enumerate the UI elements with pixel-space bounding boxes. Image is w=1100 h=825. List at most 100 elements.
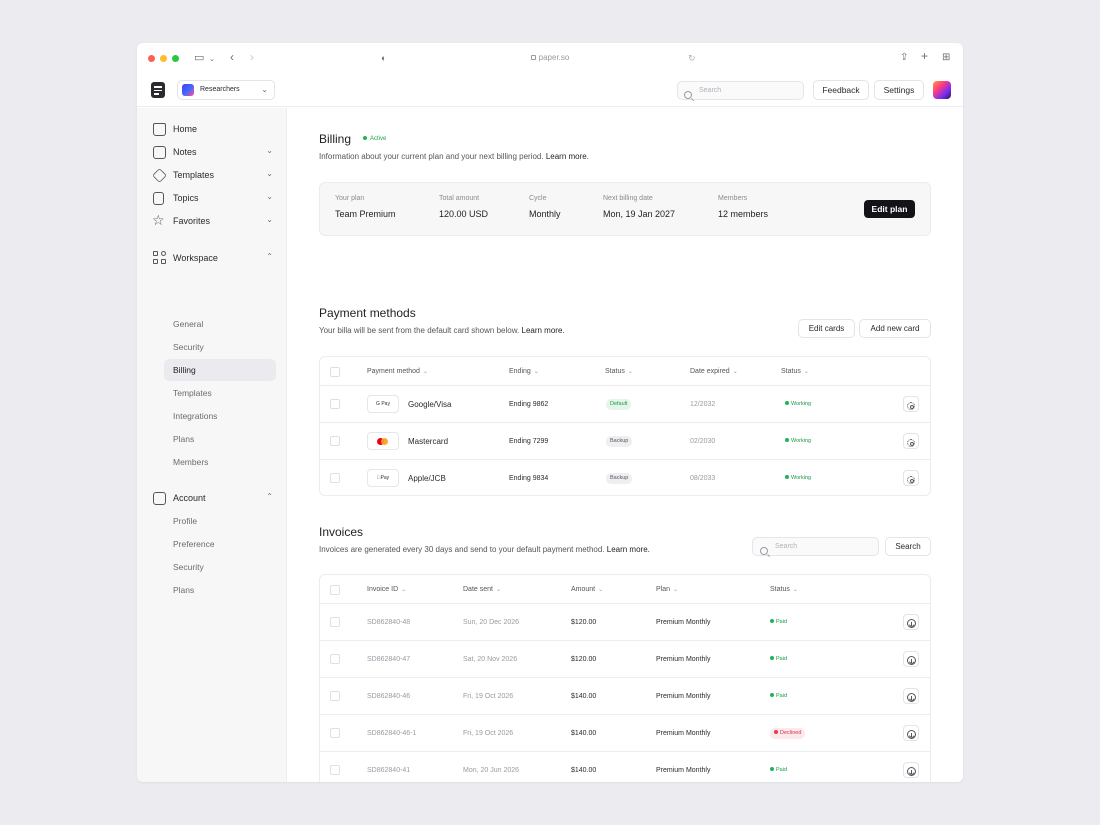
table-row[interactable]: SD862840-46-1 Fri, 19 Oct 2026 $140.00 P…	[320, 714, 930, 751]
sidebar-item-profile[interactable]: Profile	[164, 510, 276, 532]
row-checkbox[interactable]	[330, 617, 340, 627]
select-all-checkbox[interactable]	[330, 585, 340, 595]
user-avatar[interactable]	[933, 81, 951, 99]
table-row[interactable]: SD862840-41 Mon, 20 Jun 2026 $140.00 Pre…	[320, 751, 930, 782]
sidebar-item-general[interactable]: General	[164, 313, 276, 335]
privacy-shield-icon[interactable]: ◐	[381, 53, 387, 63]
reload-icon[interactable]: ↻	[688, 53, 696, 63]
minimize-window-button[interactable]	[160, 55, 167, 62]
chevron-down-icon[interactable]: ⌄	[266, 192, 273, 201]
sidebar-section-account[interactable]: Account ⌃	[153, 491, 273, 507]
close-window-button[interactable]	[148, 55, 155, 62]
invoice-search-input[interactable]: Search	[752, 537, 879, 556]
column-header[interactable]: Invoice ID ⌄	[367, 586, 406, 593]
sidebar-item-integrations[interactable]: Integrations	[164, 405, 276, 427]
chevron-up-icon[interactable]: ⌃	[266, 252, 273, 261]
select-all-checkbox[interactable]	[330, 367, 340, 377]
chevron-down-icon[interactable]: ⌄	[209, 56, 215, 63]
card-ending: Ending 9834	[509, 475, 549, 482]
learn-more-link[interactable]: Learn more.	[545, 152, 589, 161]
column-header[interactable]: Payment method ⌄	[367, 368, 428, 375]
sidebar-toggle-icon[interactable]: ▭	[194, 52, 205, 64]
card-settings-button[interactable]	[903, 396, 919, 412]
sidebar-item-favorites[interactable]: ☆ Favorites ⌄	[152, 212, 273, 230]
row-checkbox[interactable]	[330, 399, 340, 409]
column-header[interactable]: Date expired ⌄	[690, 368, 738, 375]
invoice-search-button[interactable]: Search	[885, 537, 931, 556]
row-checkbox[interactable]	[330, 473, 340, 483]
download-invoice-button[interactable]	[903, 614, 919, 630]
table-row[interactable]: SD862840-46 Fri, 19 Oct 2026 $140.00 Pre…	[320, 677, 930, 714]
row-checkbox[interactable]	[330, 728, 340, 738]
chevron-down-icon[interactable]: ⌄	[266, 146, 273, 155]
row-checkbox[interactable]	[330, 654, 340, 664]
learn-more-link[interactable]: Learn more.	[606, 545, 650, 554]
sidebar-item-templates-ws[interactable]: Templates	[164, 382, 276, 404]
add-new-card-button[interactable]: Add new card	[859, 319, 931, 338]
url-bar[interactable]: paper.so	[137, 53, 963, 62]
card-settings-button[interactable]	[903, 433, 919, 449]
sidebar-item-billing[interactable]: Billing	[164, 359, 276, 381]
workspace-selector[interactable]: Researchers ⌄	[177, 80, 275, 100]
maximize-window-button[interactable]	[172, 55, 179, 62]
chevron-down-icon: ⌄	[422, 369, 428, 375]
sidebar-section-workspace[interactable]: Workspace ⌃	[153, 251, 273, 267]
column-header[interactable]: Date sent ⌄	[463, 586, 501, 593]
global-search-input[interactable]: Search	[677, 81, 804, 100]
payment-method-name: Mastercard	[408, 437, 449, 446]
table-row[interactable]: Pay Apple/JCB Ending 9834 Backup 08/203…	[320, 459, 930, 496]
invoice-date: Fri, 19 Oct 2026	[463, 730, 514, 737]
table-row[interactable]: G Pay Google/Visa Ending 9862 Default 12…	[320, 385, 930, 422]
column-header[interactable]: Amount ⌄	[571, 586, 603, 593]
sidebar-item-plans[interactable]: Plans	[164, 428, 276, 450]
download-invoice-button[interactable]	[903, 762, 919, 778]
sidebar-item-account-security[interactable]: Security	[164, 556, 276, 578]
column-header[interactable]: Ending ⌄	[509, 368, 539, 375]
edit-plan-button[interactable]: Edit plan	[864, 200, 915, 218]
invoice-status-label: Declined	[780, 730, 802, 736]
download-invoice-button[interactable]	[903, 651, 919, 667]
sidebar-item-notes[interactable]: Notes ⌄	[153, 145, 273, 161]
browser-toolbar: ▭ ⌄ ‹ › ◐ paper.so ↻ ⇪ + ⊞	[137, 43, 963, 73]
card-status: Working	[785, 401, 811, 407]
new-tab-icon[interactable]: +	[921, 49, 929, 63]
row-checkbox[interactable]	[330, 765, 340, 775]
learn-more-link[interactable]: Learn more.	[521, 326, 565, 335]
sidebar-item-members[interactable]: Members	[164, 451, 276, 473]
table-row[interactable]: SD862840-47 Sat, 20 Nov 2026 $120.00 Pre…	[320, 640, 930, 677]
row-checkbox[interactable]	[330, 436, 340, 446]
download-invoice-button[interactable]	[903, 725, 919, 741]
total-field: Total amount 120.00 USD	[439, 195, 488, 219]
edit-cards-button[interactable]: Edit cards	[798, 319, 855, 338]
workspace-name: Researchers	[200, 86, 240, 93]
chevron-down-icon[interactable]: ⌄	[266, 215, 273, 224]
sidebar-item-preference[interactable]: Preference	[164, 533, 276, 555]
download-invoice-button[interactable]	[903, 688, 919, 704]
sidebar-item-home[interactable]: Home	[153, 122, 273, 138]
column-header[interactable]: Plan ⌄	[656, 586, 678, 593]
back-icon[interactable]: ‹	[230, 50, 234, 64]
share-icon[interactable]: ⇪	[900, 52, 909, 63]
column-header[interactable]: Status ⌄	[605, 368, 633, 375]
row-checkbox[interactable]	[330, 691, 340, 701]
card-settings-button[interactable]	[903, 470, 919, 486]
table-row[interactable]: Mastercard Ending 7299 Backup 02/2030 Wo…	[320, 422, 930, 459]
sidebar-item-topics[interactable]: Topics ⌄	[153, 191, 273, 207]
sidebar-item-security[interactable]: Security	[164, 336, 276, 358]
chevron-up-icon[interactable]: ⌃	[266, 492, 273, 501]
sidebar-item-label: Security	[173, 562, 204, 572]
column-header[interactable]: Status ⌄	[770, 586, 798, 593]
column-header[interactable]: Status ⌄	[781, 368, 809, 375]
settings-button[interactable]: Settings	[874, 80, 924, 100]
apple-pay-logo-icon: Pay	[367, 469, 399, 487]
sidebar-item-templates[interactable]: Templates ⌄	[152, 168, 273, 184]
invoice-plan: Premium Monthly	[656, 656, 711, 663]
sidebar-item-account-plans[interactable]: Plans	[164, 579, 276, 601]
invoice-plan: Premium Monthly	[656, 619, 711, 626]
forward-icon[interactable]: ›	[250, 50, 254, 64]
chevron-down-icon[interactable]: ⌄	[266, 169, 273, 178]
feedback-button[interactable]: Feedback	[813, 80, 869, 100]
table-row[interactable]: SD862840-48 Sun, 20 Dec 2026 $120.00 Pre…	[320, 603, 930, 640]
tab-overview-icon[interactable]: ⊞	[942, 52, 951, 63]
app-logo-icon[interactable]	[151, 82, 165, 98]
